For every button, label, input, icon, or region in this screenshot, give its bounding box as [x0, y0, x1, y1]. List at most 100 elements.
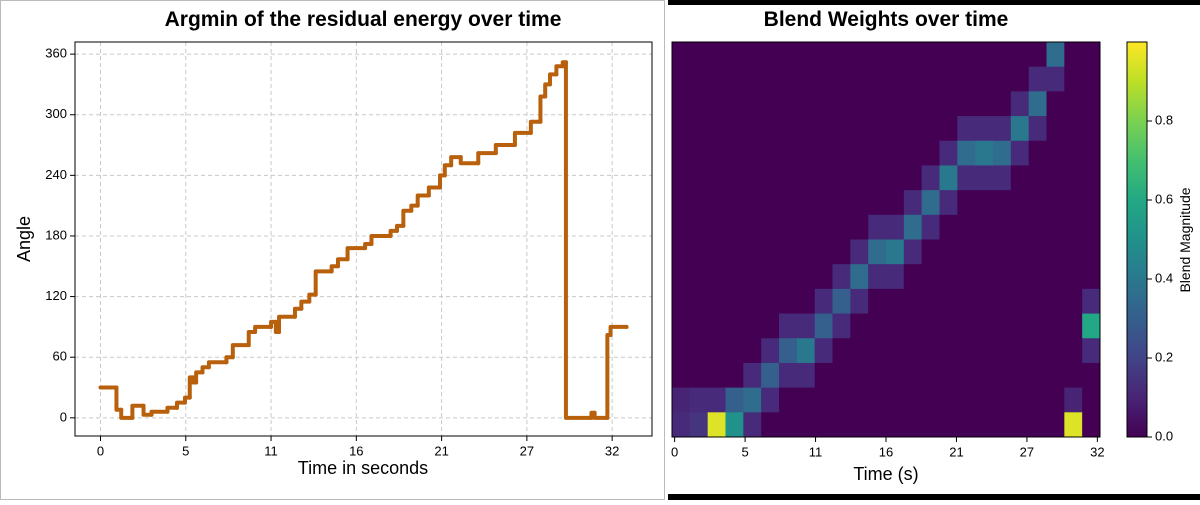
heatmap-cell — [886, 288, 905, 315]
heatmap-cell — [1010, 362, 1030, 389]
heatmap-cell — [689, 239, 709, 265]
heatmap-cell — [1010, 387, 1030, 413]
heatmap-cell — [1082, 116, 1101, 142]
heatmap-cell — [1046, 387, 1065, 413]
heatmap-cell — [939, 264, 958, 290]
heatmap-cell — [832, 42, 851, 68]
heatmap-cell — [1028, 264, 1047, 290]
heatmap-cell — [689, 214, 709, 240]
heatmap-cell — [725, 288, 744, 315]
heatmap-cell — [868, 362, 887, 389]
heatmap-cell — [779, 264, 798, 290]
heatmap-cell — [886, 313, 905, 339]
heatmap-cell — [1028, 338, 1047, 364]
heatmap-cell — [850, 140, 869, 166]
heatmap-cell — [975, 264, 994, 290]
heatmap-cell — [761, 116, 780, 142]
line-step — [246, 329, 258, 348]
heatmap-cell — [832, 313, 851, 339]
heatmap-cell — [975, 288, 994, 315]
heatmap-cell — [1028, 116, 1047, 142]
heatmap-cell — [796, 116, 816, 142]
heatmap-cell — [672, 116, 691, 142]
heatmap-cell — [796, 338, 816, 364]
heatmap-cell — [957, 338, 976, 364]
heatmap-cell — [761, 165, 780, 191]
heatmap-cell — [779, 239, 798, 265]
heatmap-cell — [814, 42, 833, 68]
heatmap-cell — [814, 91, 833, 117]
x-tick-label: 21 — [434, 443, 448, 458]
heatmap-cell — [886, 214, 905, 240]
heatmap-cell — [957, 190, 976, 216]
line-step — [415, 193, 431, 208]
heatmap-cell — [1010, 165, 1030, 191]
line-step — [426, 185, 443, 198]
heatmap-cell — [832, 140, 851, 166]
panel-bar — [668, 494, 1200, 500]
line-step — [230, 343, 251, 360]
heatmap-cell — [707, 91, 726, 117]
line-step — [292, 306, 304, 319]
plot-frame — [74, 41, 653, 437]
heatmap-cell — [743, 42, 762, 68]
heatmap-cell — [707, 190, 726, 216]
heatmap-cell — [689, 264, 709, 290]
heatmap-cell — [832, 66, 851, 92]
heatmap-cell — [814, 412, 833, 438]
heatmap-cell — [689, 116, 709, 142]
heatmap-cell — [1064, 91, 1083, 117]
line-step — [329, 264, 340, 274]
colorbar-tick-label: 0.6 — [1155, 191, 1173, 206]
heatmap-cell — [725, 42, 744, 68]
x-tick-label: 16 — [879, 444, 893, 459]
x-tick-label: 0 — [671, 444, 678, 459]
heatmap-cell — [1046, 190, 1065, 216]
heatmap-cell — [939, 387, 958, 413]
heatmap-cell — [868, 387, 887, 413]
heatmap-cell — [707, 412, 726, 438]
line-step — [512, 130, 533, 148]
heatmap-cell — [886, 362, 905, 389]
heatmap-cell — [689, 165, 709, 191]
heatmap-cell — [672, 264, 691, 290]
y-tick-label: 180 — [45, 227, 67, 242]
line-step — [313, 269, 334, 297]
heatmap-cell — [725, 264, 744, 290]
heatmap-cell — [1028, 66, 1047, 92]
heatmap-cell — [975, 313, 994, 339]
heatmap-cell — [689, 42, 709, 68]
heatmap-cell — [1082, 42, 1101, 68]
line-step — [335, 257, 350, 269]
heatmap-cell — [939, 288, 958, 315]
heatmap-cell — [814, 264, 833, 290]
heatmap-cell — [796, 313, 816, 339]
heatmap-cell — [1028, 412, 1047, 438]
heatmap-cell — [993, 42, 1012, 68]
x-tick-label: 5 — [741, 444, 748, 459]
heatmap-cell — [689, 387, 709, 413]
heatmap-cell — [921, 66, 940, 92]
heatmap-cell — [814, 338, 833, 364]
heatmap-cell — [761, 140, 780, 166]
heatmap-cell — [1046, 165, 1065, 191]
heatmap-cell — [725, 214, 744, 240]
heatmap-cell — [796, 288, 816, 315]
heatmap-cell — [975, 412, 994, 438]
heatmap-cell — [939, 190, 958, 216]
heatmap-cell — [689, 66, 709, 92]
heatmap-cell — [832, 338, 851, 364]
heatmap-cell — [1046, 362, 1065, 389]
heatmap-cell — [921, 116, 940, 142]
heatmap-cell — [1010, 190, 1030, 216]
line-step — [194, 370, 205, 385]
heatmap-cell — [903, 412, 923, 438]
heatmap-cell — [779, 362, 798, 389]
heatmap-cell — [814, 165, 833, 191]
heatmap-cell — [761, 412, 780, 438]
heatmap-cell — [850, 313, 869, 339]
heatmap-cell — [1010, 239, 1030, 265]
line-step — [605, 332, 613, 420]
heatmap-cell — [993, 140, 1012, 166]
line-step — [149, 409, 170, 417]
